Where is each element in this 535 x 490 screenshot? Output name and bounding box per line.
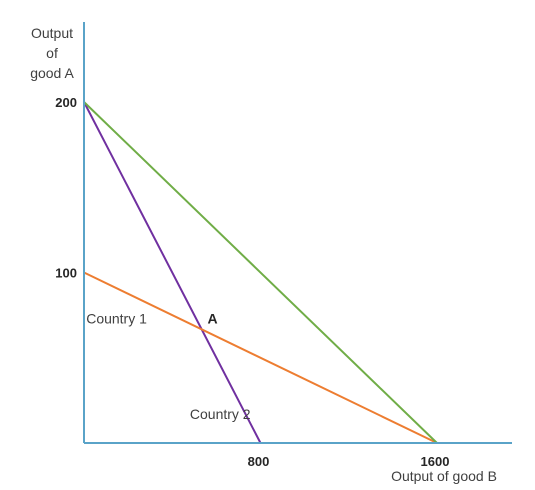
x-axis-title: Output of good B	[391, 468, 497, 484]
y-axis-title-line-3: good A	[30, 65, 74, 81]
series-line-3	[83, 101, 438, 444]
x-tick-label-1600: 1600	[421, 454, 450, 469]
annotation-country-2: Country 2	[190, 406, 251, 422]
label-layer: 100 200 800 1600 Country 1 Country 2 A	[55, 95, 449, 469]
series-line-2	[83, 271, 438, 444]
series-layer	[83, 101, 438, 444]
y-axis-title-line-1: Output	[31, 25, 73, 41]
annotation-a: A	[208, 311, 218, 327]
y-axis-title-line-2: of	[46, 45, 58, 61]
y-tick-label-200: 200	[55, 95, 77, 110]
x-tick-label-800: 800	[248, 454, 270, 469]
series-line-1	[83, 101, 262, 444]
y-tick-label-100: 100	[55, 266, 77, 281]
annotation-country-1: Country 1	[86, 311, 147, 327]
